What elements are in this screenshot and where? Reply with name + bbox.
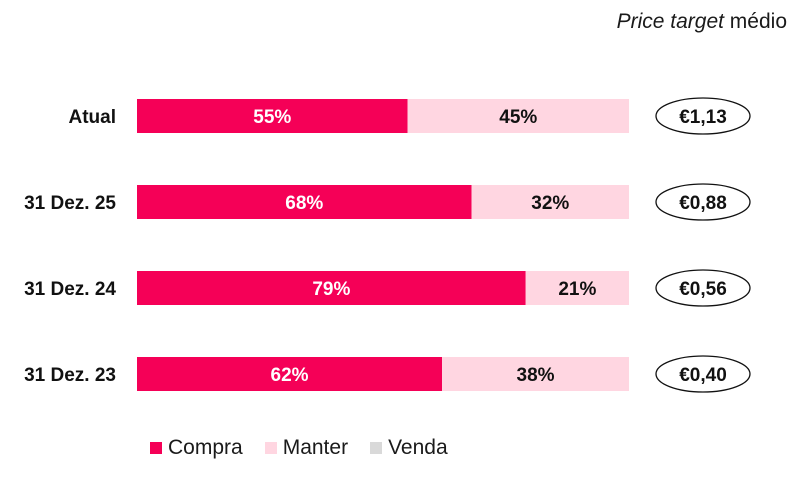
- legend-label-compra: Compra: [168, 436, 243, 459]
- value-label-manter: 38%: [517, 365, 555, 386]
- price-target-value: €0,56: [679, 279, 727, 300]
- value-label-manter: 32%: [531, 193, 569, 214]
- value-label-compra: 68%: [285, 193, 323, 214]
- bar-compra: [137, 271, 526, 305]
- price-target-value: €0,88: [679, 193, 727, 214]
- bar-compra: [137, 99, 408, 133]
- price-target-pill: [655, 355, 751, 393]
- bar-manter: [407, 99, 629, 133]
- category-label: Atual: [69, 107, 117, 128]
- category-label: 31 Dez. 23: [24, 365, 116, 386]
- legend-swatch-compra: [150, 442, 162, 454]
- value-label-manter: 21%: [558, 279, 596, 300]
- bar-compra: [137, 357, 443, 391]
- bar-manter: [442, 357, 629, 391]
- bar-compra: [137, 185, 472, 219]
- value-label-compra: 62%: [271, 365, 309, 386]
- header-rest-text: médio: [723, 10, 787, 33]
- legend-item-venda: Venda: [370, 436, 448, 460]
- legend-item-compra: Compra: [150, 436, 243, 460]
- value-label-compra: 79%: [312, 279, 350, 300]
- legend-swatch-venda: [370, 442, 383, 454]
- price-target-pill: [655, 183, 751, 221]
- legend-swatch-manter: [264, 442, 277, 454]
- price-target-pill: [655, 269, 751, 307]
- value-label-manter: 45%: [499, 107, 537, 128]
- price-target-pill: [655, 97, 751, 135]
- legend-item-manter: Manter: [264, 436, 349, 460]
- chart-header: Price target médio: [617, 10, 787, 34]
- legend-label-manter: Manter: [282, 436, 349, 459]
- price-target-value: €0,40: [679, 365, 727, 386]
- bar-manter: [471, 185, 629, 219]
- legend-label-venda: Venda: [388, 436, 448, 459]
- header-italic-text: Price target: [616, 10, 724, 33]
- price-target-value: €1,13: [679, 107, 727, 128]
- category-label: 31 Dez. 24: [24, 279, 116, 300]
- chart-legend: Compra Manter Venda: [150, 436, 448, 460]
- category-label: 31 Dez. 25: [24, 193, 116, 214]
- bar-manter: [525, 271, 629, 305]
- value-label-compra: 55%: [253, 107, 291, 128]
